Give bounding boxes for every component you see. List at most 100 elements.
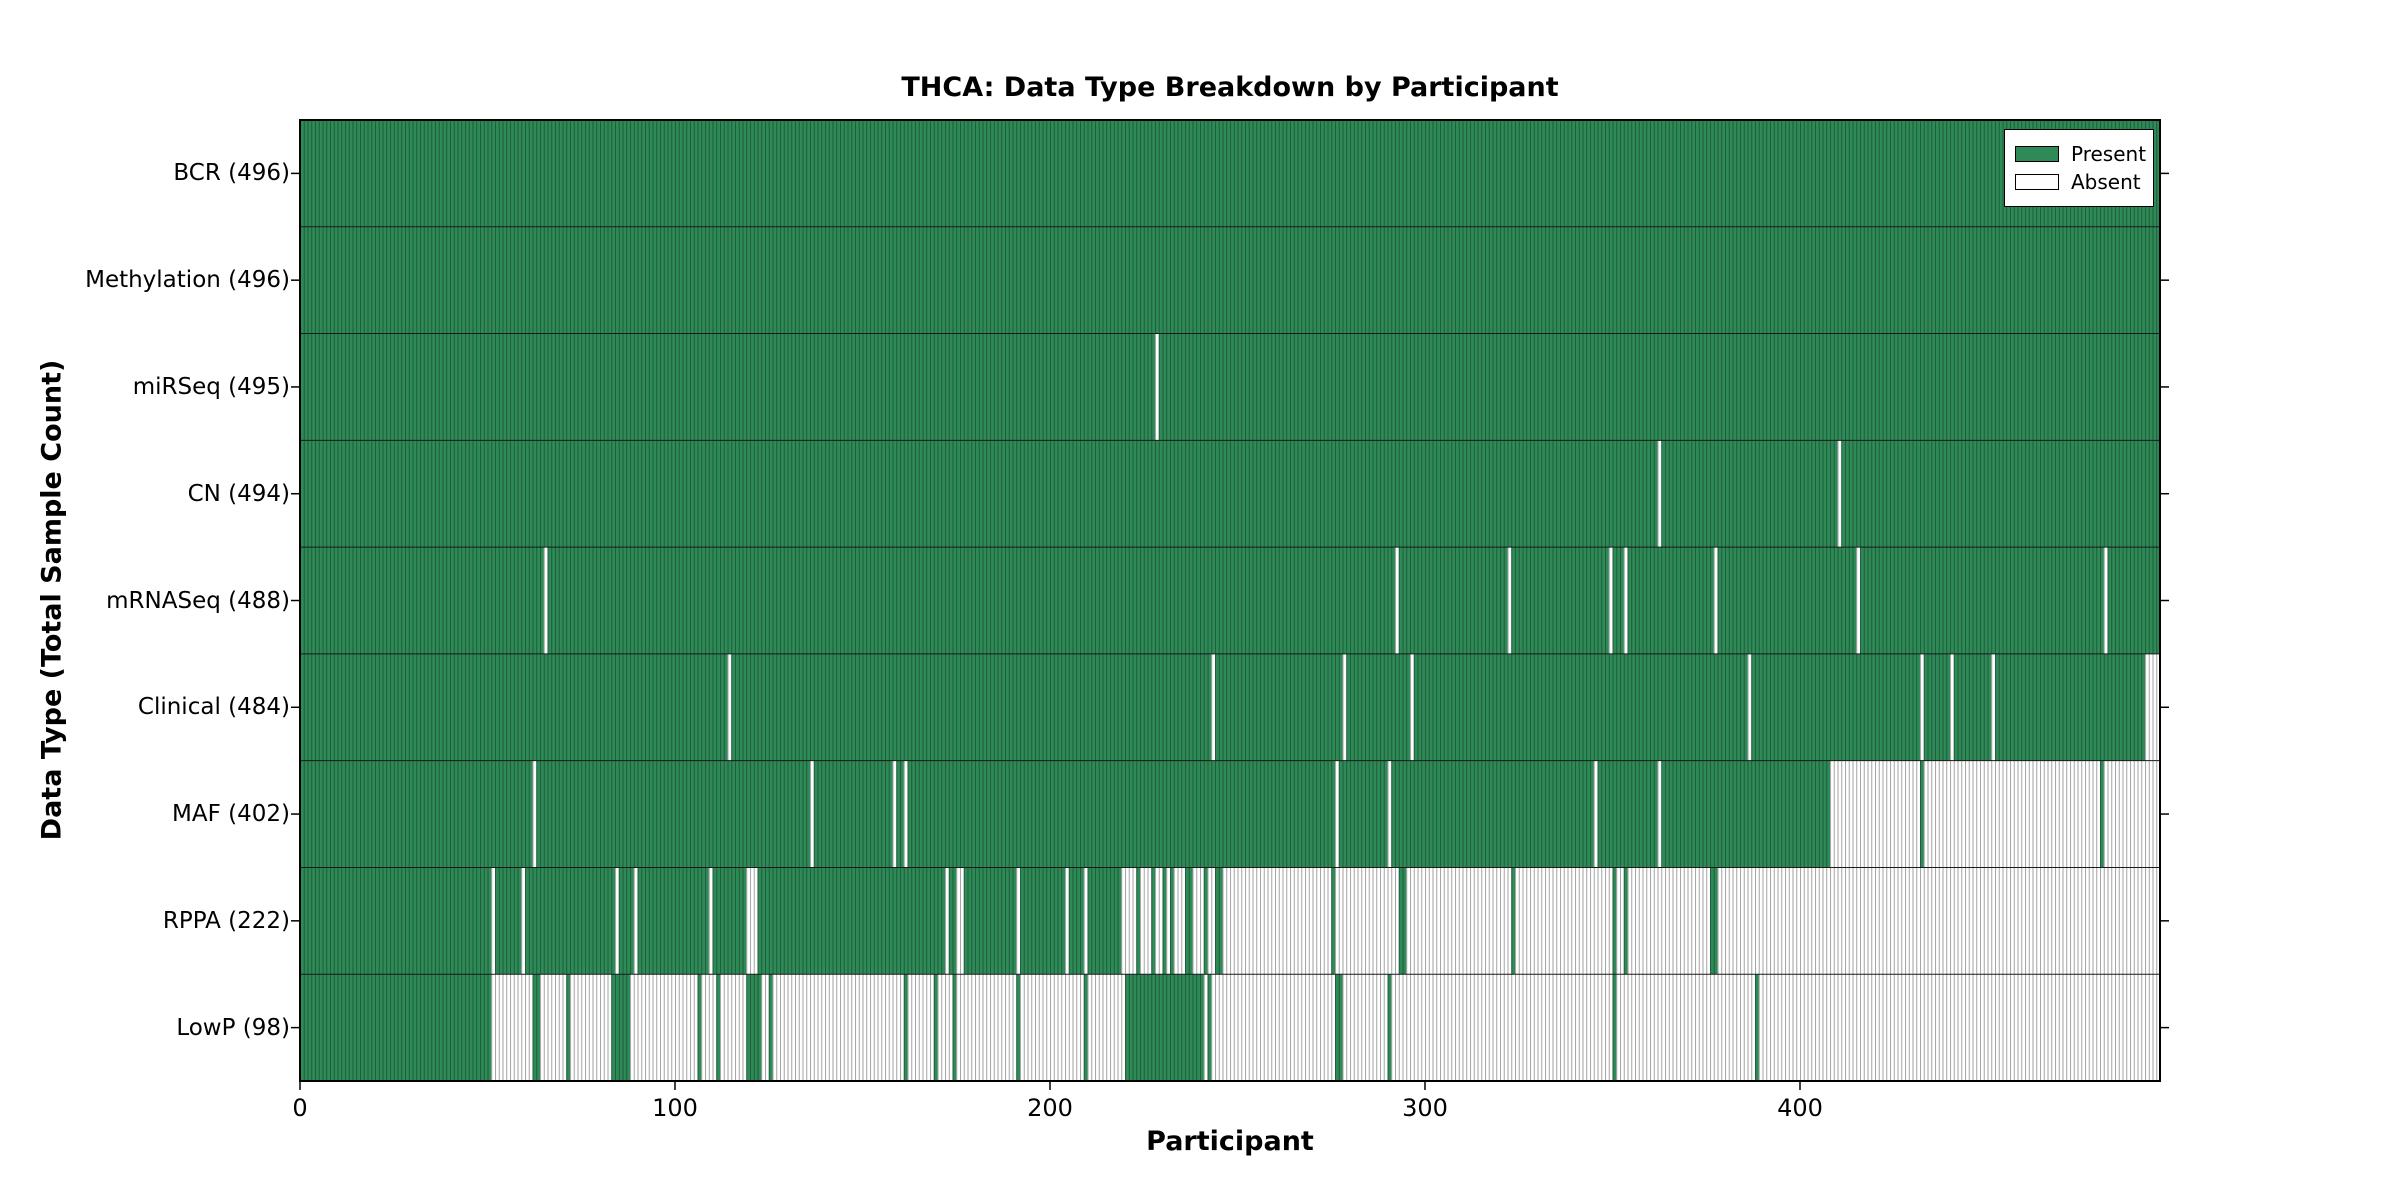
absent-run [708, 867, 713, 975]
absent-swatch [2015, 174, 2059, 190]
absent-run [1923, 760, 2100, 868]
absent-run [1121, 867, 1137, 975]
absent-run [1406, 867, 1512, 975]
absent-run [1016, 867, 1020, 975]
absent-run [956, 974, 1017, 1081]
absent-run [1065, 867, 1069, 975]
absent-run [1657, 760, 1662, 868]
absent-run [1920, 653, 1924, 761]
absent-run [1335, 760, 1339, 868]
row-BCR [300, 120, 2160, 227]
absent-run [1713, 547, 1718, 654]
absent-run [1087, 974, 1125, 1081]
absent-run [1083, 867, 1088, 975]
absent-run [1627, 867, 1710, 975]
absent-run [491, 867, 495, 975]
absent-run [701, 974, 717, 1081]
legend-entry-present: Present [2015, 142, 2147, 166]
ytick-CN: CN (494) [187, 480, 290, 507]
absent-run [633, 867, 638, 975]
absent-run [2145, 653, 2160, 761]
absent-run [772, 974, 904, 1081]
absent-run [746, 867, 758, 975]
absent-run [1747, 653, 1752, 761]
absent-run [1222, 867, 1332, 975]
absent-run [1211, 974, 1335, 1081]
absent-run [532, 760, 537, 868]
absent-run [1391, 974, 1613, 1081]
absent-run [1395, 547, 1399, 654]
absent-run [1593, 760, 1598, 868]
absent-run [543, 547, 548, 654]
absent-run [1335, 867, 1399, 975]
absent-run [945, 867, 949, 975]
ytick-MAF: MAF (402) [172, 801, 290, 828]
absent-run [1173, 867, 1185, 975]
absent-run [1155, 333, 1159, 441]
absent-run [1837, 440, 1842, 548]
absent-run [570, 974, 612, 1081]
absent-run [956, 867, 964, 975]
legend-entry-absent: Absent [2015, 170, 2143, 194]
ytick-RPPA: RPPA (222) [162, 907, 290, 934]
absent-run [1387, 760, 1392, 868]
row-Methylation [300, 226, 2160, 334]
absent-run [1856, 547, 1860, 654]
absent-run [1758, 974, 2160, 1081]
absent-run [1342, 974, 1388, 1081]
absent-run [1192, 867, 1204, 975]
absent-run [1515, 867, 1613, 975]
absent-run [491, 974, 533, 1081]
legend: Present Absent [2004, 129, 2154, 207]
absent-run [1166, 867, 1170, 975]
xtick-100: 100 [652, 1094, 698, 1122]
absent-run [907, 974, 934, 1081]
x-axis-label: Participant [1146, 1126, 1314, 1157]
absent-run [1991, 653, 1995, 761]
legend-present-label: Present [2071, 142, 2147, 166]
absent-run [1207, 867, 1215, 975]
absent-run [1507, 547, 1512, 654]
absent-run [1342, 653, 1347, 761]
absent-run [1623, 547, 1628, 654]
absent-run [1616, 974, 1755, 1081]
ytick-mRNASeq: mRNASeq (488) [106, 587, 290, 614]
absent-run [1657, 440, 1662, 548]
absent-run [2103, 760, 2160, 868]
row-RPPA [300, 866, 2160, 975]
absent-run [630, 974, 698, 1081]
present-swatch [2015, 146, 2059, 162]
absent-run [761, 974, 769, 1081]
row-Clinical [300, 653, 2160, 761]
absent-run [903, 760, 908, 868]
absent-run [1830, 760, 1920, 868]
absent-run [2103, 547, 2108, 654]
row-mRNASeq [300, 546, 2160, 654]
absent-run [720, 974, 747, 1081]
row-LowP [300, 973, 2160, 1081]
row-MAF [300, 760, 2160, 868]
absent-run [1211, 653, 1215, 761]
absent-run [1950, 653, 1954, 761]
row-CN [300, 439, 2160, 548]
absent-run [1410, 653, 1414, 761]
ytick-Clinical: Clinical (484) [137, 694, 290, 721]
absent-run [1616, 867, 1624, 975]
legend-absent-label: Absent [2071, 170, 2141, 194]
absent-run [810, 760, 814, 868]
absent-run [937, 974, 953, 1081]
absent-run [1608, 547, 1613, 654]
absent-run [1155, 867, 1163, 975]
ytick-BCR: BCR (496) [173, 160, 290, 187]
absent-run [615, 867, 619, 975]
absent-run [1020, 974, 1084, 1081]
xtick-400: 400 [1777, 1094, 1823, 1122]
absent-run [1140, 867, 1152, 975]
absent-run [1717, 867, 2160, 975]
row-miRSeq [300, 333, 2160, 441]
ytick-LowP: LowP (98) [176, 1014, 290, 1041]
absent-run [892, 760, 897, 868]
absent-run [1203, 974, 1208, 1081]
